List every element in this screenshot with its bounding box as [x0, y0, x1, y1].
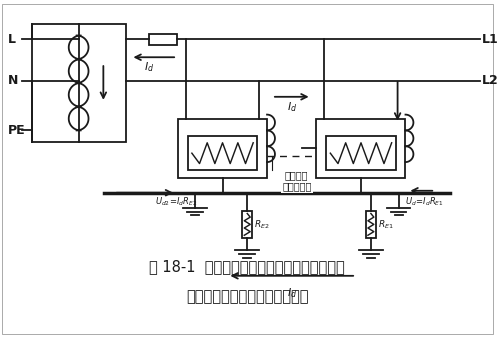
Text: $I_d$: $I_d$	[144, 60, 154, 74]
Text: L1: L1	[482, 33, 498, 46]
Bar	[32, 24, 126, 142]
Text: $I_d$: $I_d$	[286, 286, 297, 299]
Text: 不接地的
等电位联结: 不接地的 等电位联结	[282, 170, 312, 192]
Bar	[316, 119, 406, 178]
Bar	[366, 211, 376, 238]
Text: N: N	[8, 74, 18, 88]
Bar	[188, 136, 257, 170]
Bar	[242, 211, 252, 238]
Text: $U_{d2}\!=\!I_d R_{E2}$: $U_{d2}\!=\!I_d R_{E2}$	[156, 195, 198, 208]
Text: $I_d$: $I_d$	[286, 100, 297, 114]
Bar	[150, 33, 177, 45]
Bar	[326, 136, 396, 170]
Text: $R_{E1}$: $R_{E1}$	[378, 218, 394, 231]
Text: PE: PE	[8, 124, 25, 137]
Text: 图 18-1  隔离变压器一、二次绕组供电给多台: 图 18-1 隔离变压器一、二次绕组供电给多台	[150, 259, 345, 274]
Bar	[178, 119, 267, 178]
Text: 设备时需作不接地的等电位联结: 设备时需作不接地的等电位联结	[186, 289, 308, 304]
Text: L: L	[8, 33, 16, 46]
Text: $U_d\!=\!I_d R_{E1}$: $U_d\!=\!I_d R_{E1}$	[406, 195, 444, 208]
Text: L2: L2	[482, 74, 498, 88]
Text: $R_{E2}$: $R_{E2}$	[254, 218, 270, 231]
